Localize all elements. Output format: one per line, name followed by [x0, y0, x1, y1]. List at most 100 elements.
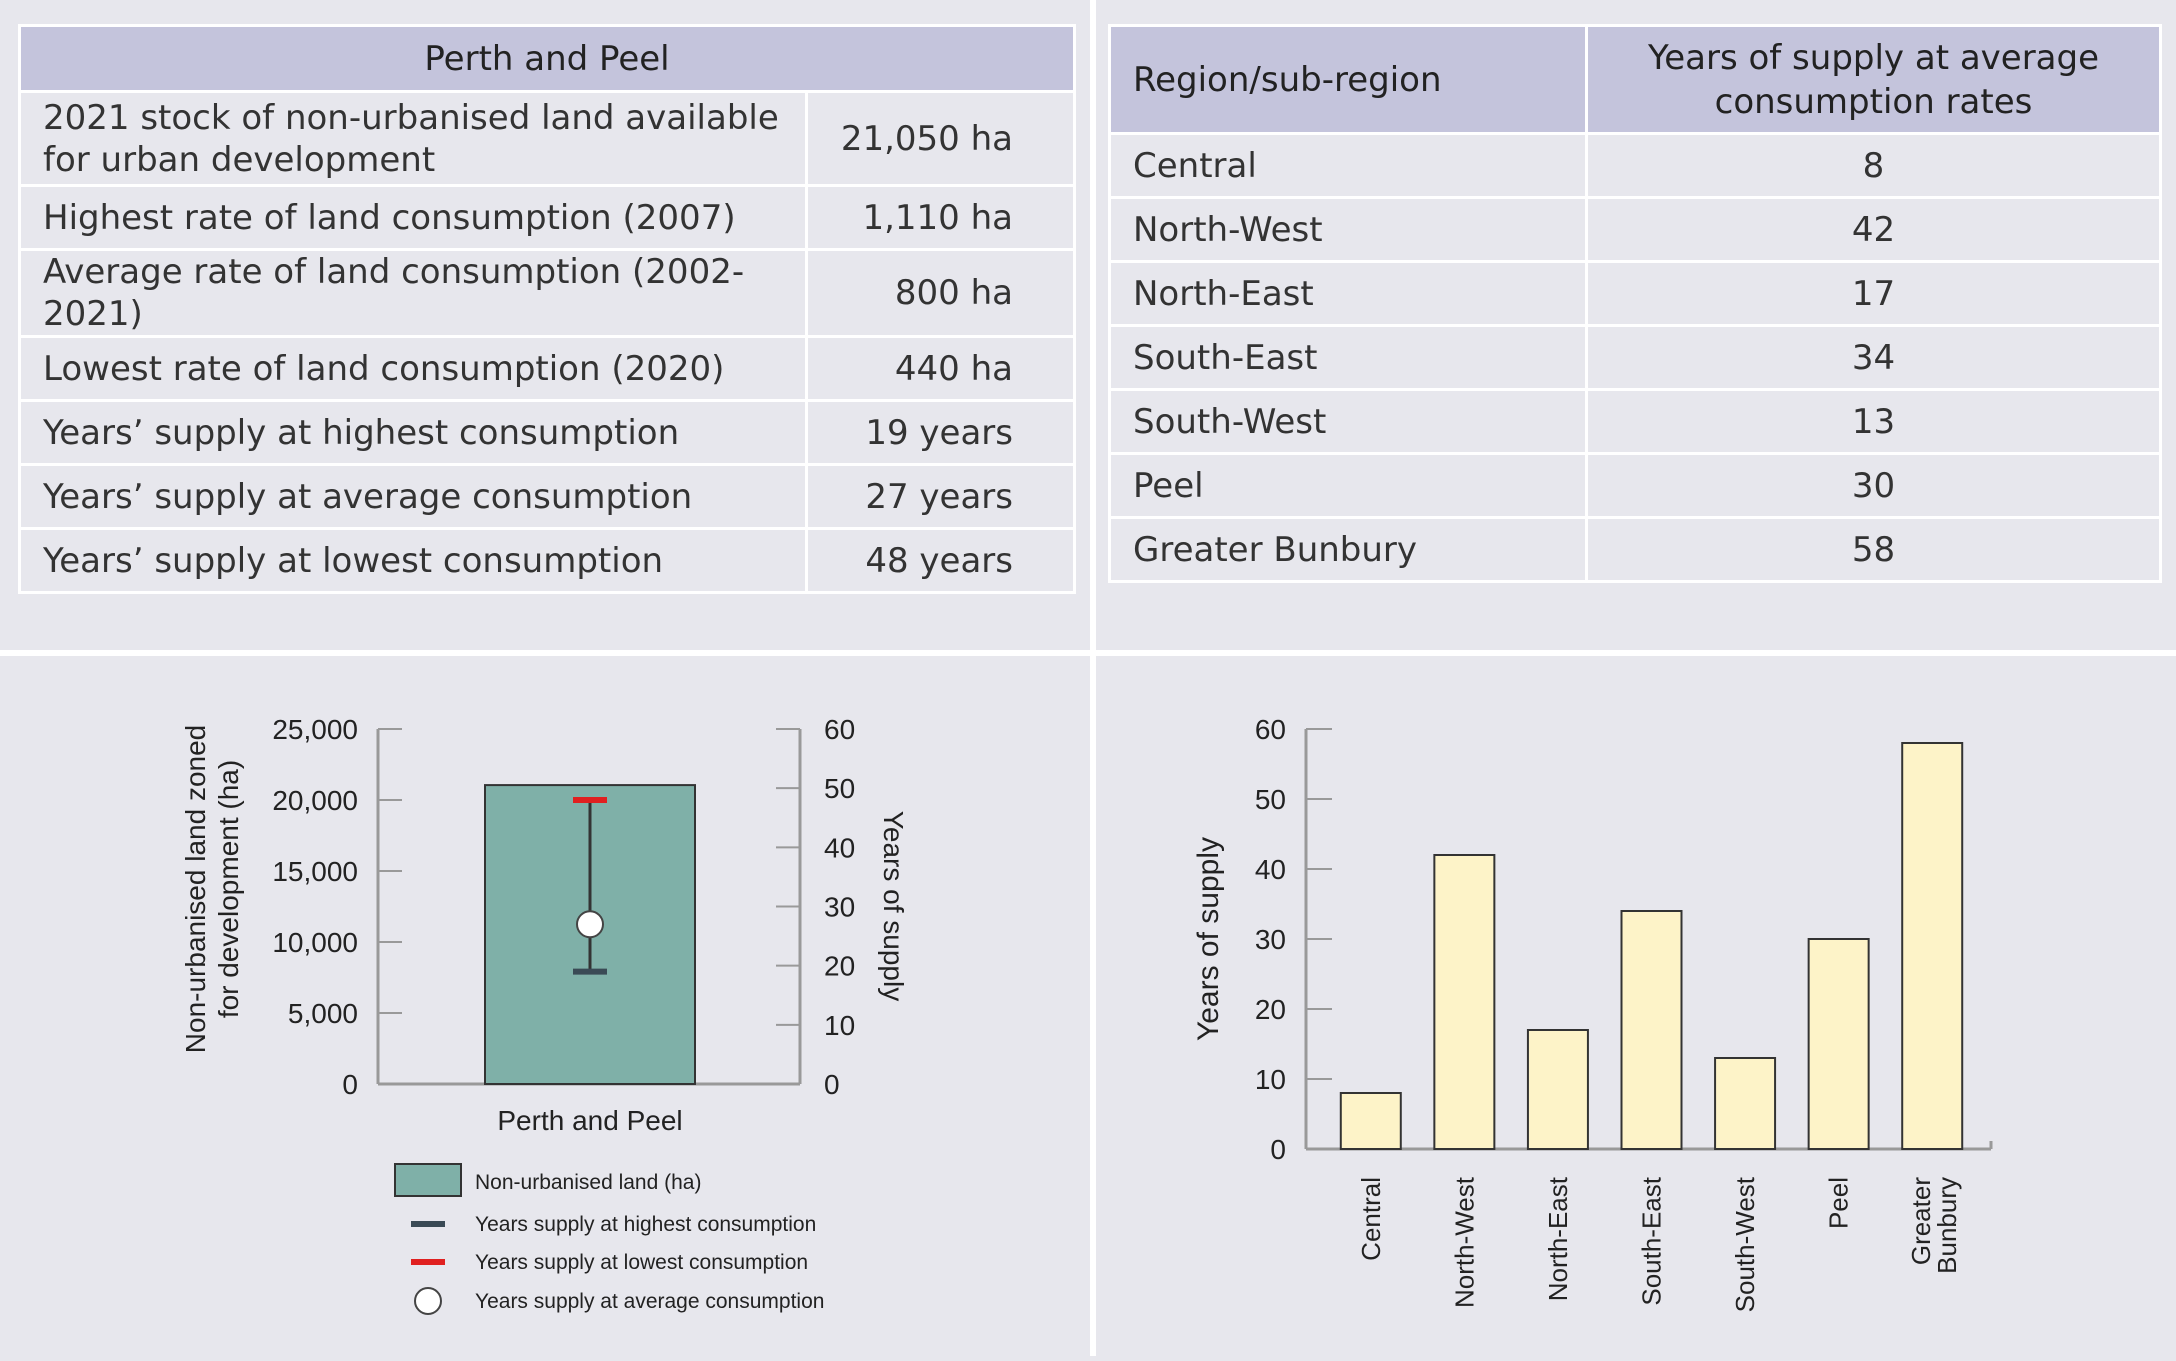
table-row: Years’ supply at lowest consumption 48 ye…: [18, 527, 1076, 594]
y-tick-label: 60: [1255, 714, 1286, 745]
table-row: 2021 stock of non-urbanised land availab…: [18, 90, 1076, 187]
table-row: Central 8: [1108, 132, 2162, 199]
table-row: Years’ supply at highest consumption 19 y…: [18, 399, 1076, 466]
x-tick-label: Central: [1356, 1177, 1386, 1261]
table-row: South-West 13: [1108, 388, 2162, 455]
x-category-label: Perth and Peel: [497, 1105, 682, 1136]
region-years: 58: [1585, 516, 2162, 583]
left-tick-label: 10,000: [272, 927, 358, 958]
x-tick-label: Peel: [1824, 1177, 1854, 1229]
row-value: 440 ha: [805, 335, 1076, 402]
row-value: 19 years: [805, 399, 1076, 466]
y-tick-label: 40: [1255, 854, 1286, 885]
right-tick-label: 40: [824, 832, 855, 863]
row-value: 800 ha: [805, 248, 1076, 338]
table-row: Years’ supply at average consumption 27 y…: [18, 463, 1076, 530]
table-row: South-East 34: [1108, 324, 2162, 391]
row-label: Years’ supply at highest consumption: [18, 399, 808, 466]
row-value: 1,110 ha: [805, 184, 1076, 251]
region-years: 34: [1585, 324, 2162, 391]
row-label: Average rate of land consumption (2002-2…: [18, 248, 808, 338]
bar-north-east: [1526, 1029, 1589, 1150]
years-column-header: Years of supply at average consumption r…: [1585, 24, 2162, 135]
right-tick-label: 0: [824, 1069, 840, 1100]
x-tick-label: Greater: [1906, 1177, 1936, 1265]
region-supply-chart: 0 10 20 30 40 50 60 Years of supply Central North…: [1192, 714, 1993, 1312]
table-row: Highest rate of land consumption (2007) 1…: [18, 184, 1076, 251]
left-axis-title-line1: Non-urbanised land zoned: [180, 725, 211, 1053]
region-name: South-West: [1108, 388, 1588, 455]
region-name: Peel: [1108, 452, 1588, 519]
perth-peel-table-panel: Perth and Peel 2021 stock of non-urbanis…: [0, 0, 1090, 650]
right-tick-label: 20: [824, 951, 855, 982]
row-value: 21,050 ha: [805, 90, 1076, 187]
region-name: Greater Bunbury: [1108, 516, 1588, 583]
row-label: Years’ supply at average consumption: [18, 463, 808, 530]
table-row: North-East 17: [1108, 260, 2162, 327]
row-value: 48 years: [805, 527, 1076, 594]
land-supply-chart: 0 5,000 10,000 15,000 20,000 25,000 0 10 20 30 40 5…: [180, 714, 909, 1315]
bar-greater-bunbury: [1901, 742, 1964, 1150]
region-supply-chart-panel: 0 10 20 30 40 50 60 Years of supply Central North…: [1096, 656, 2176, 1356]
x-tick-label: South-West: [1730, 1176, 1760, 1312]
region-name: North-East: [1108, 260, 1588, 327]
region-name: North-West: [1108, 196, 1588, 263]
legend-label-highest: Years supply at highest consumption: [475, 1213, 816, 1236]
left-axis-title-line2: for development (ha): [213, 760, 244, 1018]
x-tick-label: North-West: [1449, 1176, 1479, 1308]
left-tick-label: 20,000: [272, 785, 358, 816]
table-row: Peel 30: [1108, 452, 2162, 519]
x-tick-label: North-East: [1543, 1176, 1573, 1301]
left-tick-label: 25,000: [272, 714, 358, 745]
y-tick-label: 0: [1270, 1134, 1286, 1165]
row-value: 27 years: [805, 463, 1076, 530]
bar-north-west: [1433, 854, 1496, 1150]
row-label: 2021 stock of non-urbanised land availab…: [18, 90, 808, 187]
y-axis-title: Years of supply: [1192, 837, 1225, 1041]
table-row: Average rate of land consumption (2002-2…: [18, 248, 1076, 338]
region-supply-table: Region/sub-region Years of supply at ave…: [1108, 24, 2162, 583]
legend-label-average: Years supply at average consumption: [475, 1290, 824, 1313]
y-tick-label: 30: [1255, 924, 1286, 955]
region-name: South-East: [1108, 324, 1588, 391]
legend-label-land: Non-urbanised land (ha): [475, 1171, 701, 1194]
row-label: Highest rate of land consumption (2007): [18, 184, 808, 251]
right-tick-label: 60: [824, 714, 855, 745]
left-tick-label: 15,000: [272, 856, 358, 887]
average-consumption-marker: [576, 910, 604, 939]
bar-south-east: [1620, 910, 1683, 1150]
x-tick-label: South-East: [1637, 1176, 1667, 1305]
region-column-header: Region/sub-region: [1108, 24, 1588, 135]
x-tick-label: Bunbury: [1932, 1177, 1962, 1274]
region-years: 42: [1585, 196, 2162, 263]
y-tick-label: 10: [1255, 1064, 1286, 1095]
region-years: 30: [1585, 452, 2162, 519]
bar-peel: [1807, 938, 1870, 1150]
right-tick-label: 50: [824, 773, 855, 804]
left-tick-label: 5,000: [288, 998, 358, 1029]
y-tick-label: 50: [1255, 784, 1286, 815]
bar-central: [1339, 1092, 1402, 1150]
right-tick-label: 30: [824, 892, 855, 923]
table-row: Lowest rate of land consumption (2020) 44…: [18, 335, 1076, 402]
legend-swatch-average: [414, 1287, 442, 1315]
row-label: Lowest rate of land consumption (2020): [18, 335, 808, 402]
table-row: Greater Bunbury 58: [1108, 516, 2162, 583]
region-years: 13: [1585, 388, 2162, 455]
region-years: 8: [1585, 132, 2162, 199]
region-years: 17: [1585, 260, 2162, 327]
region-supply-table-panel: Region/sub-region Years of supply at ave…: [1096, 0, 2176, 650]
row-label: Years’ supply at lowest consumption: [18, 527, 808, 594]
legend-swatch-land: [394, 1163, 462, 1197]
region-name: Central: [1108, 132, 1588, 199]
legend-label-lowest: Years supply at lowest consumption: [475, 1251, 808, 1274]
left-tick-label: 0: [342, 1069, 358, 1100]
bar-south-west: [1714, 1057, 1777, 1150]
perth-peel-table-header: Perth and Peel: [18, 24, 1076, 93]
right-axis-title: Years of supply: [878, 811, 909, 1001]
right-tick-label: 10: [824, 1010, 855, 1041]
perth-peel-table: Perth and Peel 2021 stock of non-urbanis…: [18, 24, 1076, 594]
table-row: North-West 42: [1108, 196, 2162, 263]
y-tick-label: 20: [1255, 994, 1286, 1025]
land-supply-chart-panel: 0 5,000 10,000 15,000 20,000 25,000 0 10 20 30 40 5…: [0, 656, 1090, 1356]
